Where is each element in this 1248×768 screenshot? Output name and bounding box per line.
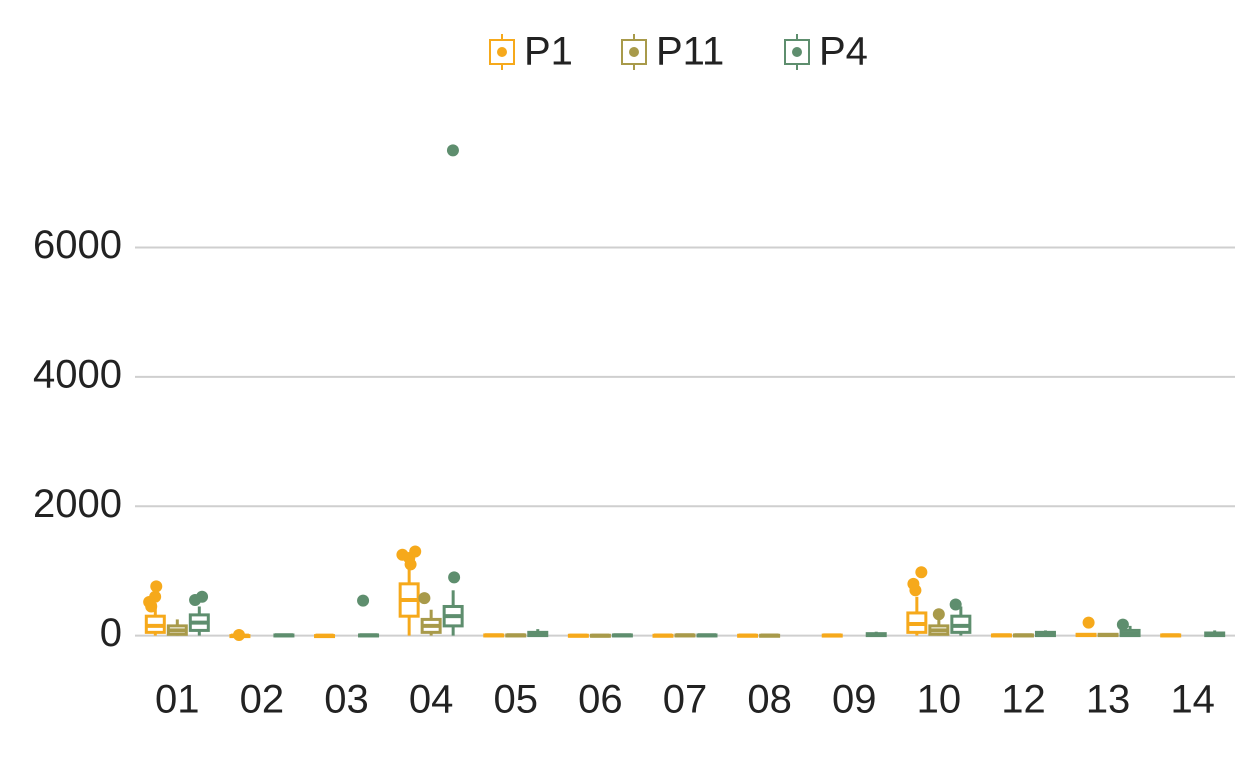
box-group xyxy=(950,606,972,636)
box-group xyxy=(652,633,674,638)
box-group xyxy=(865,631,887,638)
point xyxy=(915,566,928,579)
box-group xyxy=(611,633,633,638)
box-group xyxy=(759,633,781,638)
box-group xyxy=(420,609,442,636)
box-group xyxy=(567,633,589,638)
point xyxy=(949,598,962,611)
legend-label: P1 xyxy=(524,30,573,74)
box-group xyxy=(1012,633,1034,638)
box-group xyxy=(1034,630,1056,638)
point xyxy=(1082,616,1095,629)
x-tick-label: 14 xyxy=(1170,678,1215,722)
box-group xyxy=(589,633,611,638)
x-tick-label: 09 xyxy=(832,678,877,722)
box-group xyxy=(314,633,336,639)
point xyxy=(404,558,417,571)
point xyxy=(932,608,945,621)
x-tick-label: 12 xyxy=(1001,678,1046,722)
box-group xyxy=(1097,632,1119,638)
point xyxy=(409,545,422,558)
x-tick-label: 08 xyxy=(747,678,792,722)
point xyxy=(448,571,461,584)
x-tick-label: 07 xyxy=(663,678,708,722)
box-group xyxy=(1160,633,1182,638)
box-group xyxy=(928,619,950,636)
point xyxy=(418,592,431,605)
box-group xyxy=(188,606,210,636)
legend-label: P11 xyxy=(656,30,724,74)
point xyxy=(1116,618,1129,631)
box-group xyxy=(398,561,420,636)
box-group xyxy=(273,633,295,638)
x-tick-label: 10 xyxy=(917,678,962,722)
point xyxy=(145,600,158,613)
legend-label: P4 xyxy=(819,30,868,74)
x-tick-label: 04 xyxy=(409,678,454,722)
box-group xyxy=(737,633,759,638)
legend-key xyxy=(792,47,802,57)
x-tick-label: 13 xyxy=(1086,678,1131,722)
box-group xyxy=(990,633,1012,638)
x-tick-label: 06 xyxy=(578,678,623,722)
box-group xyxy=(696,633,718,638)
legend-key xyxy=(497,47,507,57)
y-tick-label: 6000 xyxy=(33,223,122,267)
box-group xyxy=(442,590,464,636)
y-tick-label: 4000 xyxy=(33,352,122,396)
box-group xyxy=(674,633,696,638)
box-group xyxy=(166,619,188,636)
y-tick-label: 0 xyxy=(100,611,122,655)
point xyxy=(357,594,370,607)
y-tick-label: 2000 xyxy=(33,482,122,526)
x-tick-label: 01 xyxy=(155,678,200,722)
point xyxy=(196,590,209,603)
box-group xyxy=(821,633,843,638)
box-group xyxy=(483,633,505,638)
legend-item: P4 xyxy=(784,30,868,74)
x-tick-label: 03 xyxy=(324,678,369,722)
box-group xyxy=(358,633,380,638)
point xyxy=(396,548,409,561)
box-group xyxy=(906,596,928,636)
legend-key xyxy=(489,39,515,65)
box-group xyxy=(1075,632,1097,638)
box-group xyxy=(1204,630,1226,638)
legend-item: P11 xyxy=(621,30,724,74)
point xyxy=(907,577,920,590)
point xyxy=(233,628,246,641)
legend-key xyxy=(629,47,639,57)
x-tick-label: 05 xyxy=(494,678,539,722)
box-group xyxy=(1119,625,1141,638)
x-tick-label: 02 xyxy=(240,678,285,722)
box-group xyxy=(527,629,549,638)
point xyxy=(150,580,163,593)
legend-item: P1 xyxy=(489,30,573,74)
point xyxy=(446,144,459,157)
box-group xyxy=(505,633,527,638)
